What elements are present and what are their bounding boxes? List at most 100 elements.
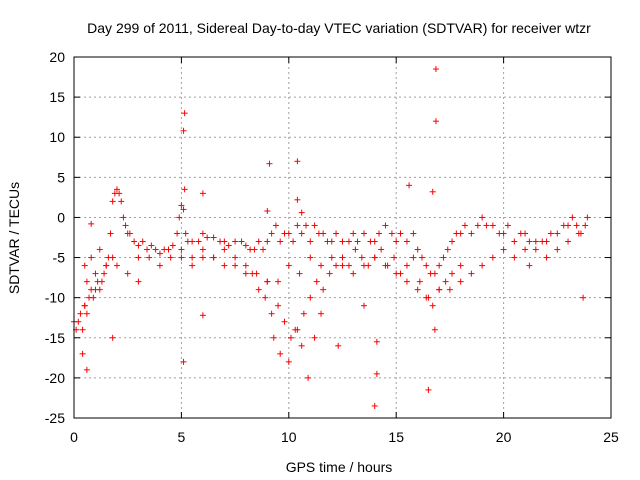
data-point [522, 230, 529, 237]
data-point [565, 238, 572, 245]
data-point [333, 230, 340, 237]
data-point [313, 278, 320, 285]
data-point [264, 278, 271, 285]
data-point [350, 230, 357, 237]
data-point [436, 262, 443, 269]
x-tick-label: 15 [388, 429, 404, 445]
x-tick-label: 25 [603, 429, 619, 445]
data-point [511, 238, 518, 245]
data-point [249, 270, 256, 277]
data-point [397, 270, 404, 277]
data-point [210, 234, 217, 241]
data-point [96, 286, 103, 293]
data-point [264, 238, 271, 245]
data-point [81, 302, 88, 309]
data-point [444, 246, 451, 253]
data-point [345, 238, 352, 245]
data-point [532, 238, 539, 245]
data-point [296, 270, 303, 277]
data-point [124, 270, 131, 277]
x-tick-label: 10 [281, 429, 297, 445]
data-point [522, 246, 529, 253]
data-point [311, 334, 318, 341]
data-point [410, 230, 417, 237]
data-point [397, 230, 404, 237]
data-point [113, 262, 120, 269]
data-point [156, 250, 163, 257]
y-tick-label: 15 [49, 89, 65, 105]
data-point [339, 262, 346, 269]
data-point [122, 222, 129, 229]
data-point [75, 318, 82, 325]
data-point [378, 246, 385, 253]
y-tick-label: -10 [45, 290, 65, 306]
data-point [285, 262, 292, 269]
data-point [285, 230, 292, 237]
data-point [107, 230, 114, 237]
data-point [584, 214, 591, 221]
data-point [446, 286, 453, 293]
data-point [371, 254, 378, 261]
data-point [554, 246, 561, 253]
data-point [298, 209, 305, 216]
x-axis-label: GPS time / hours [286, 459, 393, 475]
data-point [277, 350, 284, 357]
data-point [232, 262, 239, 269]
data-point [242, 270, 249, 277]
data-point [272, 222, 279, 229]
data-point [101, 270, 108, 277]
data-point [79, 350, 86, 357]
data-point [131, 238, 138, 245]
data-point [479, 262, 486, 269]
data-point [311, 222, 318, 229]
data-point [457, 230, 464, 237]
data-point [294, 196, 301, 203]
data-point [181, 110, 188, 117]
data-point [165, 246, 172, 253]
data-point [275, 278, 282, 285]
data-point [92, 270, 99, 277]
data-point [468, 270, 475, 277]
data-point [268, 310, 275, 317]
grid-lines [74, 57, 611, 418]
data-point [345, 262, 352, 269]
data-point [277, 238, 284, 245]
data-point [393, 238, 400, 245]
data-point [414, 246, 421, 253]
data-point [554, 230, 561, 237]
chart-title: Day 299 of 2011, Sidereal Day-to-day VTE… [87, 20, 591, 36]
data-point [352, 246, 359, 253]
data-point [294, 222, 301, 229]
data-point [384, 262, 391, 269]
data-point [457, 278, 464, 285]
data-point [262, 294, 269, 301]
data-point [199, 190, 206, 197]
data-point [144, 246, 151, 253]
data-point [181, 186, 188, 193]
data-point [358, 254, 365, 261]
data-point [431, 326, 438, 333]
y-tick-label: -15 [45, 330, 65, 346]
plot-frame [73, 56, 612, 419]
data-point [88, 220, 95, 227]
data-point [221, 262, 228, 269]
data-point [328, 254, 335, 261]
data-point [139, 238, 146, 245]
data-point [468, 230, 475, 237]
data-point [109, 198, 116, 205]
data-point [189, 238, 196, 245]
data-point [238, 238, 245, 245]
data-point [120, 214, 127, 221]
data-point [242, 242, 249, 249]
data-point [307, 254, 314, 261]
data-point [221, 246, 228, 253]
data-point [307, 294, 314, 301]
data-point [178, 254, 185, 261]
data-point [526, 262, 533, 269]
y-tick-labels: -25 -20 -15 -10 -5 0 5 10 15 20 [45, 49, 65, 426]
data-point [360, 302, 367, 309]
data-point [504, 222, 511, 229]
axis-ticks [73, 56, 612, 419]
data-point [174, 230, 181, 237]
data-point [483, 222, 490, 229]
